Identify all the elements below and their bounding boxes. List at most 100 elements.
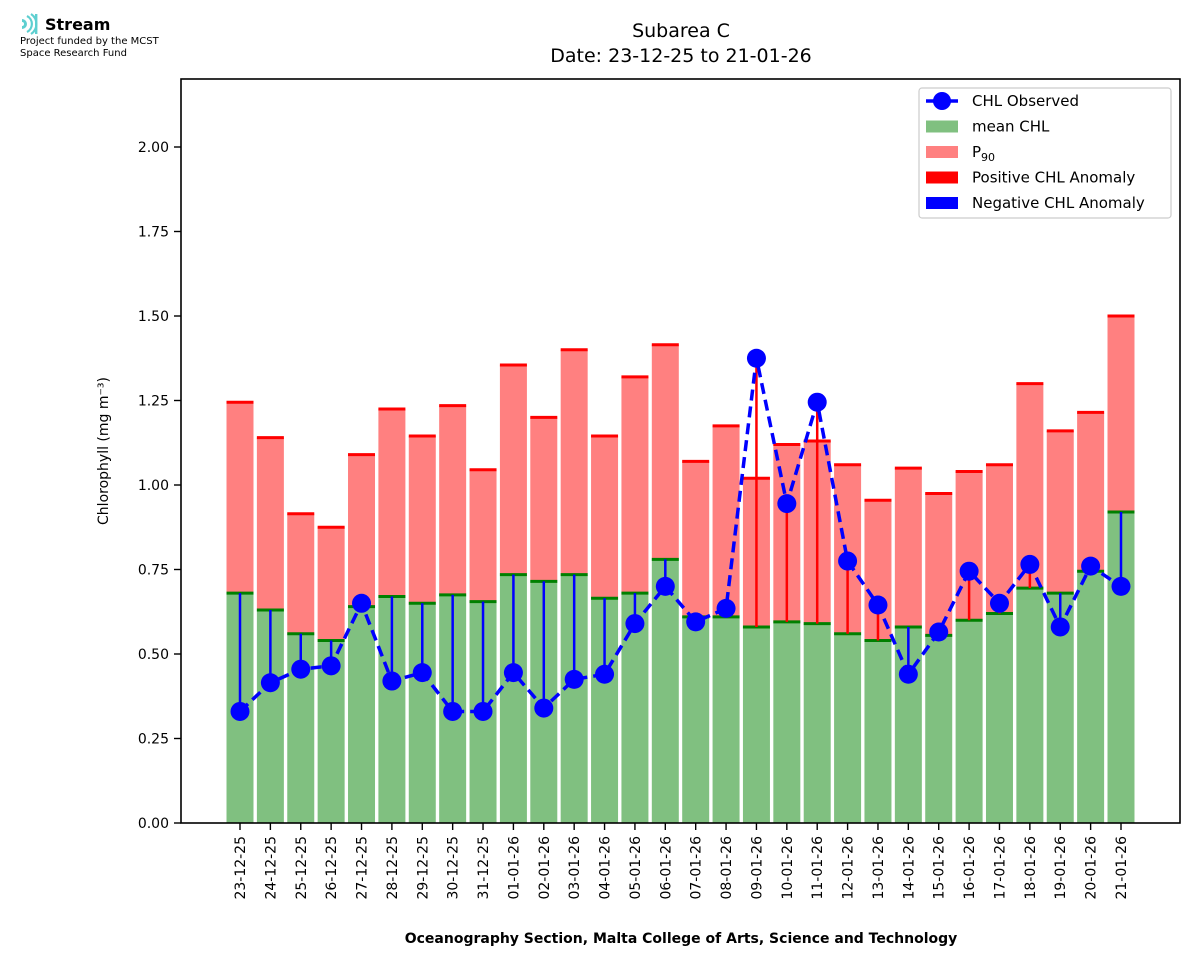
observed-point [959, 561, 979, 581]
observed-point [1050, 617, 1070, 637]
observed-point [352, 593, 372, 613]
observed-point [595, 664, 615, 684]
p90-bar [287, 513, 315, 634]
y-tick-label: 1.00 [138, 478, 169, 494]
mean-bar [651, 559, 679, 823]
x-tick-label: 15-01-26 [932, 836, 948, 900]
observed-point [291, 659, 311, 679]
observed-point [321, 656, 341, 676]
mean-bar [712, 616, 740, 823]
p90-bar [226, 402, 254, 594]
x-tick-label: 30-12-25 [446, 836, 462, 900]
mean-bar [955, 620, 983, 823]
legend-label: Negative CHL Anomaly [972, 194, 1145, 212]
mean-bar [1016, 588, 1044, 823]
p90-bar [439, 405, 467, 595]
p90-bar [925, 493, 953, 636]
x-tick-label: 11-01-26 [810, 836, 826, 900]
plot-frame [180, 78, 1181, 824]
observed-point [1020, 554, 1040, 574]
observed-point [534, 698, 554, 718]
x-tick-label: 26-12-25 [324, 836, 340, 900]
observed-point [1111, 576, 1131, 596]
observed-layer [230, 348, 1131, 721]
p90-bar [560, 349, 588, 575]
mean-bar [1077, 571, 1105, 823]
observed-point [473, 701, 493, 721]
observed-point [655, 576, 675, 596]
mean-bar [742, 626, 770, 823]
branding-logo: Stream Project funded by the MCST Space … [20, 12, 159, 60]
y-tick-label: 1.50 [138, 309, 169, 325]
x-tick-label: 10-01-26 [780, 836, 796, 900]
observed-point [625, 614, 645, 634]
x-tick-label: 20-01-26 [1084, 836, 1100, 900]
y-tick-label: 0.50 [138, 647, 169, 663]
y-tick-label: 0.25 [138, 732, 169, 748]
mean-bar [803, 623, 831, 823]
mean-bar [864, 640, 892, 823]
observed-point [412, 663, 432, 683]
legend-label: Positive CHL Anomaly [972, 169, 1135, 187]
x-tick-label: 17-01-26 [992, 836, 1008, 900]
observed-point [807, 392, 827, 412]
observed-point [929, 622, 949, 642]
mean-bar [773, 621, 801, 823]
legend-label-text: Negative CHL Anomaly [972, 194, 1145, 212]
observed-point [503, 663, 523, 683]
observed-point [777, 494, 797, 514]
legend: CHL Observed mean CHL P90 Positive CHL Anom… [918, 87, 1172, 219]
x-tick-label: 02-01-26 [537, 836, 553, 900]
x-axis: 23-12-25 24-12-25 25-12-25 26-12-25 27-12-25… [233, 823, 1130, 900]
legend-label: P90 [972, 143, 995, 164]
stream-waves-icon [22, 13, 38, 35]
legend-swatch [926, 120, 958, 133]
observed-point [230, 701, 250, 721]
y-axis-label: Chlorophyll (mg m⁻³) [96, 377, 112, 525]
p90-bar [1107, 316, 1135, 513]
legend-label: mean CHL [972, 118, 1050, 136]
p90-bar [317, 527, 345, 641]
legend-label: CHL Observed [972, 92, 1079, 110]
x-tick-label: 12-01-26 [841, 836, 857, 900]
legend-swatch [926, 197, 958, 209]
x-axis-label: Oceanography Section, Malta College of A… [405, 931, 958, 947]
mean-bar [348, 606, 376, 823]
x-tick-label: 16-01-26 [962, 836, 978, 900]
funding-line-2: Space Research Fund [20, 48, 127, 59]
funding-line-1: Project funded by the MCST [20, 36, 159, 47]
p90-bar [499, 365, 527, 575]
legend-label-text: P [972, 143, 981, 161]
x-tick-label: 21-01-26 [1114, 836, 1130, 900]
mean-bar [682, 616, 710, 823]
p90-bar [1016, 383, 1044, 589]
observed-point [443, 701, 463, 721]
legend-label-text: CHL Observed [972, 92, 1079, 110]
observed-point [989, 593, 1009, 613]
brand-name: Stream [45, 14, 111, 34]
observed-point [898, 664, 918, 684]
legend-label-subscript: 90 [981, 151, 995, 164]
x-tick-label: 25-12-25 [294, 836, 310, 900]
p90-bar [894, 468, 922, 627]
p90-bar [682, 461, 710, 617]
observed-point [1081, 556, 1101, 576]
chart-title: Subarea C [632, 20, 730, 42]
observed-point [838, 551, 858, 571]
y-tick-label: 1.25 [138, 394, 169, 410]
legend-swatch [926, 146, 958, 158]
x-tick-label: 04-01-26 [598, 836, 614, 900]
p90-bar [591, 435, 619, 599]
x-tick-label: 19-01-26 [1053, 836, 1069, 900]
observed-point [686, 612, 706, 632]
p90-bar [621, 376, 649, 594]
x-tick-label: 03-01-26 [567, 836, 583, 900]
legend-label-text: Positive CHL Anomaly [972, 169, 1135, 187]
p90-bar [1077, 412, 1105, 572]
x-tick-label: 05-01-26 [628, 836, 644, 900]
x-tick-label: 24-12-25 [263, 836, 279, 900]
x-tick-label: 08-01-26 [719, 836, 735, 900]
x-tick-label: 06-01-26 [658, 836, 674, 900]
p90-bar [651, 344, 679, 560]
